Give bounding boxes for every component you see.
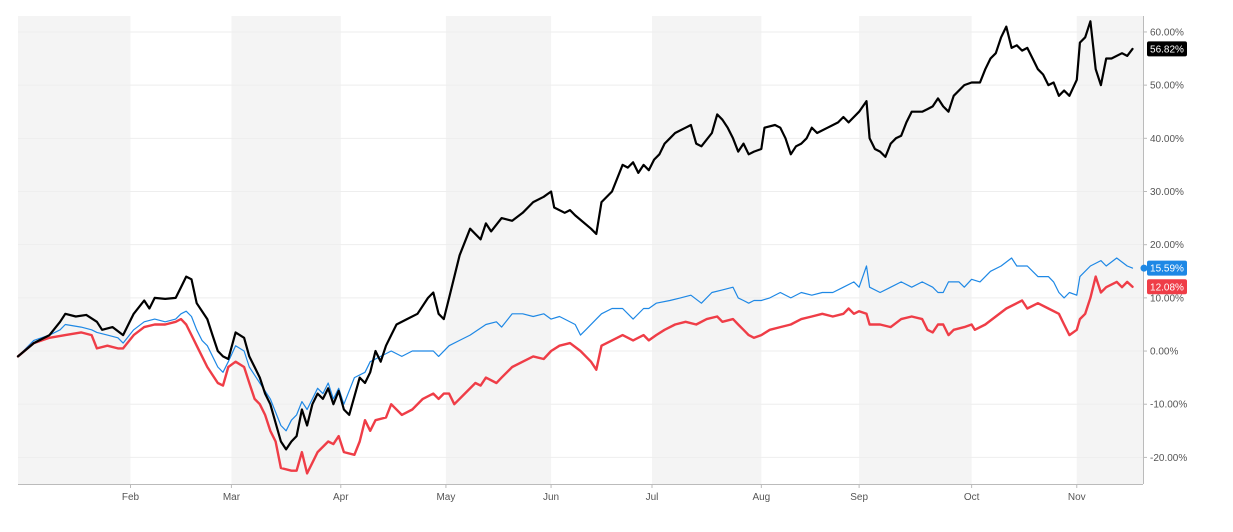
month-band — [1076, 16, 1143, 484]
x-tick-label: Jul — [646, 492, 659, 503]
grid-lines — [18, 31, 1143, 458]
series-end-badge — [1147, 279, 1187, 295]
y-tick-label: 60.00% — [1150, 27, 1184, 38]
x-tick-label: Aug — [752, 492, 770, 503]
x-tick-label: Jun — [543, 492, 559, 503]
x-tick-label: Sep — [850, 492, 868, 503]
series-end-label: 56.82% — [1150, 44, 1184, 55]
series-line — [16, 275, 1134, 475]
series-end-label: 12.08% — [1150, 282, 1184, 293]
y-tick-label: 40.00% — [1150, 134, 1184, 145]
month-band — [445, 16, 552, 484]
month-band — [231, 16, 341, 484]
series-end-badge — [1147, 260, 1187, 276]
series-line — [16, 20, 1134, 451]
month-band — [859, 16, 972, 484]
series-layer — [16, 20, 1134, 475]
y-tick-label: 20.00% — [1150, 240, 1184, 251]
y-tick-label: -20.00% — [1150, 453, 1187, 464]
series-end-label: 15.59% — [1150, 264, 1184, 275]
y-axis: 60.00% 50.00% 40.00% 30.00% 20.00% 10.00% 0.00… — [1143, 16, 1187, 484]
y-tick-label: 0.00% — [1150, 347, 1178, 358]
x-axis: Feb Mar Apr May Jun Jul Aug Sep Oct Nov — [18, 484, 1143, 503]
y-tick-label: 50.00% — [1150, 81, 1184, 92]
x-tick-label: May — [436, 492, 455, 503]
y-tick-label: 30.00% — [1150, 187, 1184, 198]
x-tick-label: Oct — [964, 492, 980, 503]
x-tick-label: Mar — [223, 492, 241, 503]
month-bands — [18, 16, 1143, 484]
month-band — [18, 16, 131, 484]
x-tick-label: Nov — [1068, 492, 1086, 503]
x-tick-label: Apr — [333, 492, 349, 503]
end-badges: 56.82% 15.59% 12.08% — [1140, 41, 1187, 295]
y-tick-label: -10.00% — [1150, 400, 1187, 411]
y-tick-label: 10.00% — [1150, 293, 1184, 304]
series-end-badge — [1147, 41, 1187, 57]
series-line — [17, 257, 1134, 432]
month-band — [651, 16, 762, 484]
x-tick-label: Feb — [122, 492, 140, 503]
series-end-dot — [1140, 264, 1148, 272]
